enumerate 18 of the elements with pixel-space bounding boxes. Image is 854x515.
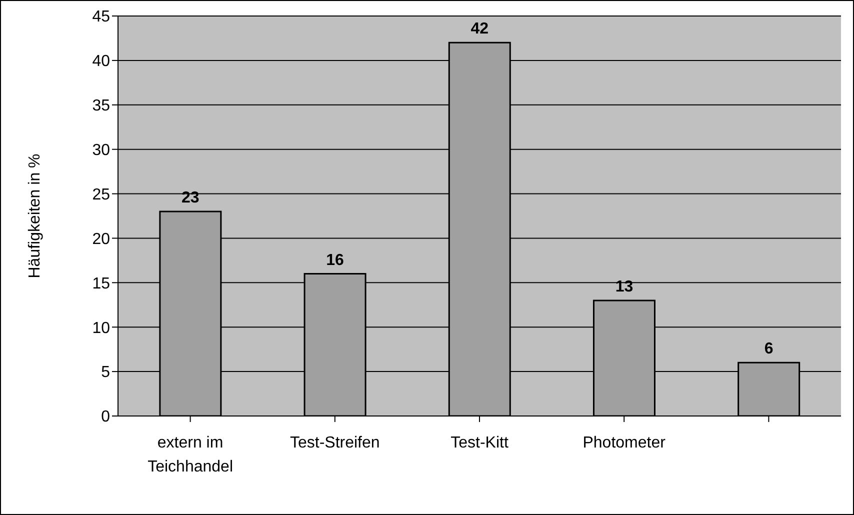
y-tick-label: 15: [92, 275, 110, 292]
data-label: 16: [326, 252, 344, 269]
y-tick-label: 10: [92, 320, 110, 337]
y-tick-label: 20: [92, 230, 110, 248]
x-tick-label: Test-Kitt: [450, 434, 509, 452]
y-tick-label: 30: [92, 142, 110, 160]
x-tick-label: extern im Teichhandel: [148, 434, 234, 476]
y-tick-label: 25: [92, 186, 110, 204]
y-tick-label: 5: [101, 364, 110, 382]
y-axis-title: Häufigkeiten in %: [26, 154, 44, 278]
data-label: 6: [764, 340, 774, 358]
y-tick-label: 40: [92, 53, 110, 70]
x-tick-label: Photometer: [582, 434, 666, 452]
y-tick-label: 45: [92, 8, 110, 26]
y-tick-label: 0: [101, 408, 110, 426]
data-label: 42: [470, 20, 489, 38]
y-tick-label: 35: [92, 98, 110, 115]
x-tick-label: Test-Streifen: [290, 434, 380, 452]
